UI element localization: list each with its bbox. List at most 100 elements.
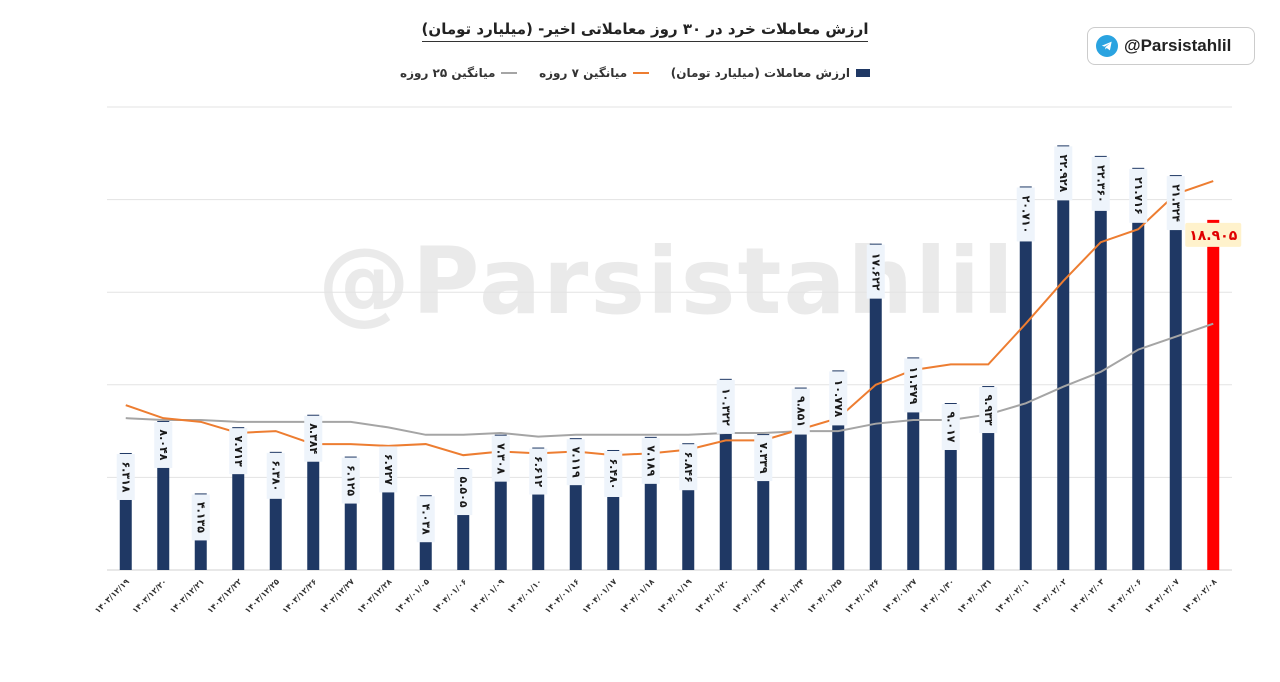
data-label: ۲۰.۷۱۰ [1019, 196, 1032, 234]
x-tick-label: ۱۴۰۳/۱۲/۲۷ [318, 577, 356, 615]
x-tick-label: ۱۴۰۴/۰۱/۱۹ [656, 577, 694, 615]
data-label-bg [154, 421, 173, 468]
bar [1019, 186, 1032, 570]
data-label-bg [229, 428, 248, 475]
data-label-bg [491, 435, 510, 482]
data-label-bg [979, 387, 998, 434]
x-tick-label: ۱۴۰۳/۱۲/۲۱ [168, 577, 206, 615]
data-label-bg [416, 496, 435, 543]
x-tick-label: ۱۴۰۴/۰۱/۱۸ [618, 577, 656, 615]
data-label: ۲۲.۹۲۸ [1057, 154, 1070, 192]
x-tick-label: ۱۴۰۴/۰۱/۲۷ [881, 577, 919, 615]
data-label: ۹.۹۳۳ [982, 395, 995, 426]
data-label-bg [379, 446, 398, 493]
data-label-group: ۱۰.۷۷۸ [829, 371, 848, 426]
data-label: ۲۲.۳۶۰ [1094, 165, 1107, 203]
data-label-bg [1091, 156, 1110, 211]
brand-badge[interactable]: @Parsistahlil [1087, 27, 1255, 65]
x-tick-label: ۱۴۰۴/۰۲/۰۸ [1181, 577, 1219, 615]
data-label: ۵.۵۰۵ [457, 477, 470, 508]
data-label-bg [829, 371, 848, 426]
data-label-bg [1054, 146, 1073, 201]
data-label-group: ۶.۶۱۲ [529, 448, 548, 495]
x-tick-label: ۱۴۰۴/۰۱/۲۵ [806, 577, 844, 615]
data-label-bg [716, 379, 735, 434]
x-tick-label: ۱۴۰۴/۰۱/۲۰ [693, 577, 731, 615]
bar [1094, 155, 1107, 570]
data-label-group: ۱۰.۳۲۲ [716, 379, 735, 434]
data-label-bg [304, 415, 323, 462]
data-label-bg [341, 457, 360, 504]
x-tick-label: ۱۴۰۴/۰۱/۳۱ [956, 577, 994, 615]
bar [1057, 145, 1070, 570]
data-label-group: ۴.۱۳۵ [191, 494, 210, 541]
legend-swatch-ma7 [633, 72, 650, 74]
x-tick-label: ۱۴۰۴/۰۲/۰۲ [1031, 577, 1069, 615]
data-label: ۶.۴۸۰ [607, 458, 620, 489]
data-label-group: ۱۷.۶۲۲ [866, 244, 885, 299]
data-label: ۱۷.۶۲۲ [869, 253, 882, 291]
watermark: @Parsistahlil [318, 228, 1016, 335]
data-label-group: ۱۱.۴۷۹ [904, 358, 923, 413]
data-label-group: ۶.۳۸۰ [266, 452, 285, 499]
data-label-group: ۹.۹۳۳ [979, 387, 998, 434]
data-label-bg [791, 388, 810, 435]
bar [1132, 167, 1145, 570]
data-label-group: ۶.۸۴۶ [679, 444, 698, 491]
x-tick-label: ۱۴۰۳/۱۲/۲۰ [131, 577, 169, 615]
data-label-bg [1166, 176, 1185, 231]
data-label-bg [1185, 222, 1242, 247]
data-label-group: ۲۰.۷۱۰ [1016, 187, 1035, 242]
brand-handle: @Parsistahlil [1124, 36, 1232, 55]
legend-item-ma7: میانگین ۷ روزه [539, 66, 650, 80]
data-label-group: ۷.۷۱۳ [229, 428, 248, 475]
legend-item-ma25: میانگین ۲۵ روزه [400, 66, 518, 80]
data-label: ۶.۶۱۲ [532, 456, 545, 487]
data-label-group: ۷.۱۸۹ [641, 437, 660, 484]
data-label-group: ۶.۴۸۰ [604, 450, 623, 497]
data-label-bg [566, 439, 585, 486]
legend-item-bar: ارزش معاملات (میلیارد تومان) [671, 66, 870, 80]
x-tick-label: ۱۴۰۴/۰۲/۰۳ [1068, 577, 1106, 615]
x-tick-label: ۱۴۰۳/۱۲/۲۶ [281, 577, 319, 615]
data-label: ۴.۱۳۵ [194, 502, 207, 533]
data-label-group: ۹.۸۵۱ [791, 388, 810, 435]
data-label-bg [191, 494, 210, 541]
x-tick-label: ۱۴۰۴/۰۱/۲۴ [768, 577, 806, 615]
line-ma25 [125, 322, 1214, 438]
bar [1207, 219, 1220, 570]
data-label-bg [1129, 168, 1148, 223]
data-label-group: ۶.۷۲۷ [379, 446, 398, 493]
data-label: ۹.۰۱۷ [944, 411, 957, 442]
x-tick-label: ۱۴۰۴/۰۱/۰۶ [431, 577, 469, 615]
data-label-group: ۲۲.۳۶۰ [1091, 156, 1110, 211]
data-label: ۷.۷۱۳ [232, 436, 245, 467]
data-label-group: ۶.۳۱۸ [116, 453, 135, 500]
data-label-bg [641, 437, 660, 484]
data-label: ۸.۰۴۸ [157, 429, 170, 460]
data-label-group: ۷.۳۰۸ [491, 435, 510, 482]
data-label: ۶.۸۴۶ [682, 452, 695, 483]
data-label-bg [604, 450, 623, 497]
data-label-group: ۱۸.۹۰۵ [1185, 222, 1242, 247]
data-label: ۹.۸۵۱ [794, 396, 807, 427]
data-label-bg [454, 469, 473, 516]
bar [1169, 175, 1182, 570]
data-label: ۷.۳۰۸ [494, 443, 507, 474]
data-label-group: ۷.۳۳۹ [754, 435, 773, 482]
x-tick-label: ۱۴۰۴/۰۱/۳۰ [918, 577, 956, 615]
chart-legend: ارزش معاملات (میلیارد تومان) میانگین ۷ ر… [400, 66, 870, 80]
data-label-group: ۶.۱۲۵ [341, 457, 360, 504]
data-label-group: ۲۱.۳۲۴ [1166, 176, 1185, 231]
data-label-group: ۸.۰۴۸ [154, 421, 173, 468]
data-label: ۱۰.۳۲۲ [719, 388, 732, 426]
data-label-bg [529, 448, 548, 495]
data-label-bg [116, 453, 135, 500]
x-tick-label: ۱۴۰۴/۰۲/۰۱ [993, 577, 1031, 615]
x-tick-label: ۱۴۰۴/۰۱/۲۳ [731, 577, 769, 615]
data-label-group: ۴.۰۳۸ [416, 496, 435, 543]
chart-title: ارزش معاملات خرد در ۳۰ روز معاملاتی اخیر… [0, 20, 1280, 42]
telegram-icon [1096, 35, 1118, 57]
data-label: ۷.۱۸۹ [644, 445, 657, 476]
